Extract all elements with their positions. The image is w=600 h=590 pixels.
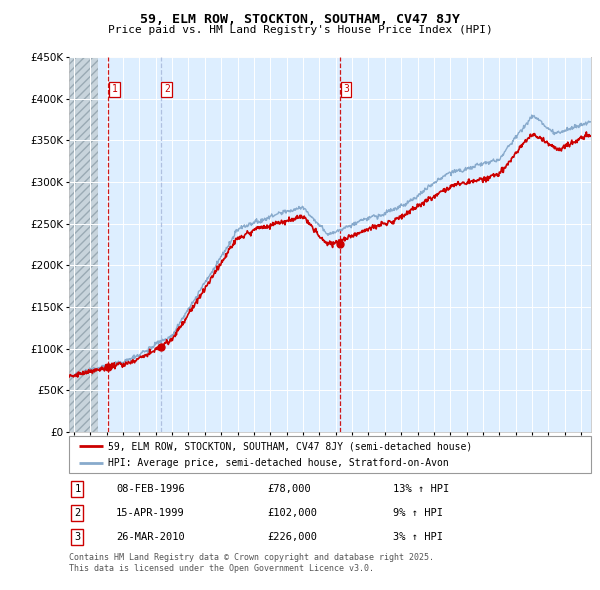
Text: £102,000: £102,000 (268, 508, 317, 518)
Text: 08-FEB-1996: 08-FEB-1996 (116, 484, 185, 494)
HPI: Average price, semi-detached house, Stratford-on-Avon: (2.02e+03, 3.6e+05): Average price, semi-detached house, Stra… (516, 129, 523, 136)
HPI: Average price, semi-detached house, Stratford-on-Avon: (2.02e+03, 3.03e+05): Average price, semi-detached house, Stra… (437, 176, 444, 183)
59, ELM ROW, STOCKTON, SOUTHAM, CV47 8JY (semi-detached house) (65, 373, 73, 381)
Text: Contains HM Land Registry data © Crown copyright and database right 2025.
This d: Contains HM Land Registry data © Crown c… (69, 553, 434, 573)
59, ELM ROW, STOCKTON, SOUTHAM, CV47 8JY (semi-detached house) (583, 129, 590, 136)
Text: £226,000: £226,000 (268, 532, 317, 542)
Text: 13% ↑ HPI: 13% ↑ HPI (392, 484, 449, 494)
HPI: Average price, semi-detached house, Stratford-on-Avon: (1.99e+03, 6.59e+04): Average price, semi-detached house, Stra… (65, 373, 73, 381)
Bar (69, 57, 98, 432)
HPI: Average price, semi-detached house, Stratford-on-Avon: (2.02e+03, 3.81e+05): Average price, semi-detached house, Stra… (528, 112, 535, 119)
Line: HPI: Average price, semi-detached house, Stratford-on-Avon: HPI: Average price, semi-detached house,… (69, 115, 591, 377)
59, ELM ROW, STOCKTON, SOUTHAM, CV47 8JY (semi-detached house) (517, 143, 524, 150)
59, ELM ROW, STOCKTON, SOUTHAM, CV47 8JY (semi-detached house) (202, 283, 209, 290)
59, ELM ROW, STOCKTON, SOUTHAM, CV47 8JY (semi-detached house) (459, 179, 466, 186)
59, ELM ROW, STOCKTON, SOUTHAM, CV47 8JY (semi-detached house) (587, 132, 595, 139)
Text: 15-APR-1999: 15-APR-1999 (116, 508, 185, 518)
HPI: Average price, semi-detached house, Stratford-on-Avon: (2e+03, 1.79e+05): Average price, semi-detached house, Stra… (201, 279, 208, 286)
Text: Price paid vs. HM Land Registry's House Price Index (HPI): Price paid vs. HM Land Registry's House … (107, 25, 493, 35)
Text: 26-MAR-2010: 26-MAR-2010 (116, 532, 185, 542)
Text: 9% ↑ HPI: 9% ↑ HPI (392, 508, 443, 518)
59, ELM ROW, STOCKTON, SOUTHAM, CV47 8JY (semi-detached house) (74, 373, 82, 381)
Text: 3% ↑ HPI: 3% ↑ HPI (392, 532, 443, 542)
HPI: Average price, semi-detached house, Stratford-on-Avon: (2.01e+03, 2.65e+05): Average price, semi-detached house, Stra… (289, 208, 296, 215)
59, ELM ROW, STOCKTON, SOUTHAM, CV47 8JY (semi-detached house) (437, 188, 445, 195)
HPI: Average price, semi-detached house, Stratford-on-Avon: (2e+03, 8.53e+04): Average price, semi-detached house, Stra… (122, 358, 130, 365)
Text: 1: 1 (74, 484, 80, 494)
HPI: Average price, semi-detached house, Stratford-on-Avon: (2.02e+03, 3.13e+05): Average price, semi-detached house, Stra… (458, 168, 466, 175)
Text: 3: 3 (343, 84, 349, 94)
Text: 3: 3 (74, 532, 80, 542)
Text: HPI: Average price, semi-detached house, Stratford-on-Avon: HPI: Average price, semi-detached house,… (108, 458, 449, 468)
Text: £78,000: £78,000 (268, 484, 311, 494)
Text: 59, ELM ROW, STOCKTON, SOUTHAM, CV47 8JY: 59, ELM ROW, STOCKTON, SOUTHAM, CV47 8JY (140, 13, 460, 26)
Text: 2: 2 (164, 84, 170, 94)
59, ELM ROW, STOCKTON, SOUTHAM, CV47 8JY (semi-detached house) (289, 217, 296, 224)
FancyBboxPatch shape (69, 436, 591, 473)
Text: 1: 1 (112, 84, 118, 94)
59, ELM ROW, STOCKTON, SOUTHAM, CV47 8JY (semi-detached house) (123, 360, 130, 367)
HPI: Average price, semi-detached house, Stratford-on-Avon: (2.03e+03, 3.72e+05): Average price, semi-detached house, Stra… (587, 119, 595, 126)
Line: 59, ELM ROW, STOCKTON, SOUTHAM, CV47 8JY (semi-detached house): 59, ELM ROW, STOCKTON, SOUTHAM, CV47 8JY… (69, 132, 591, 377)
Text: 59, ELM ROW, STOCKTON, SOUTHAM, CV47 8JY (semi-detached house): 59, ELM ROW, STOCKTON, SOUTHAM, CV47 8JY… (108, 441, 472, 451)
Text: 2: 2 (74, 508, 80, 518)
